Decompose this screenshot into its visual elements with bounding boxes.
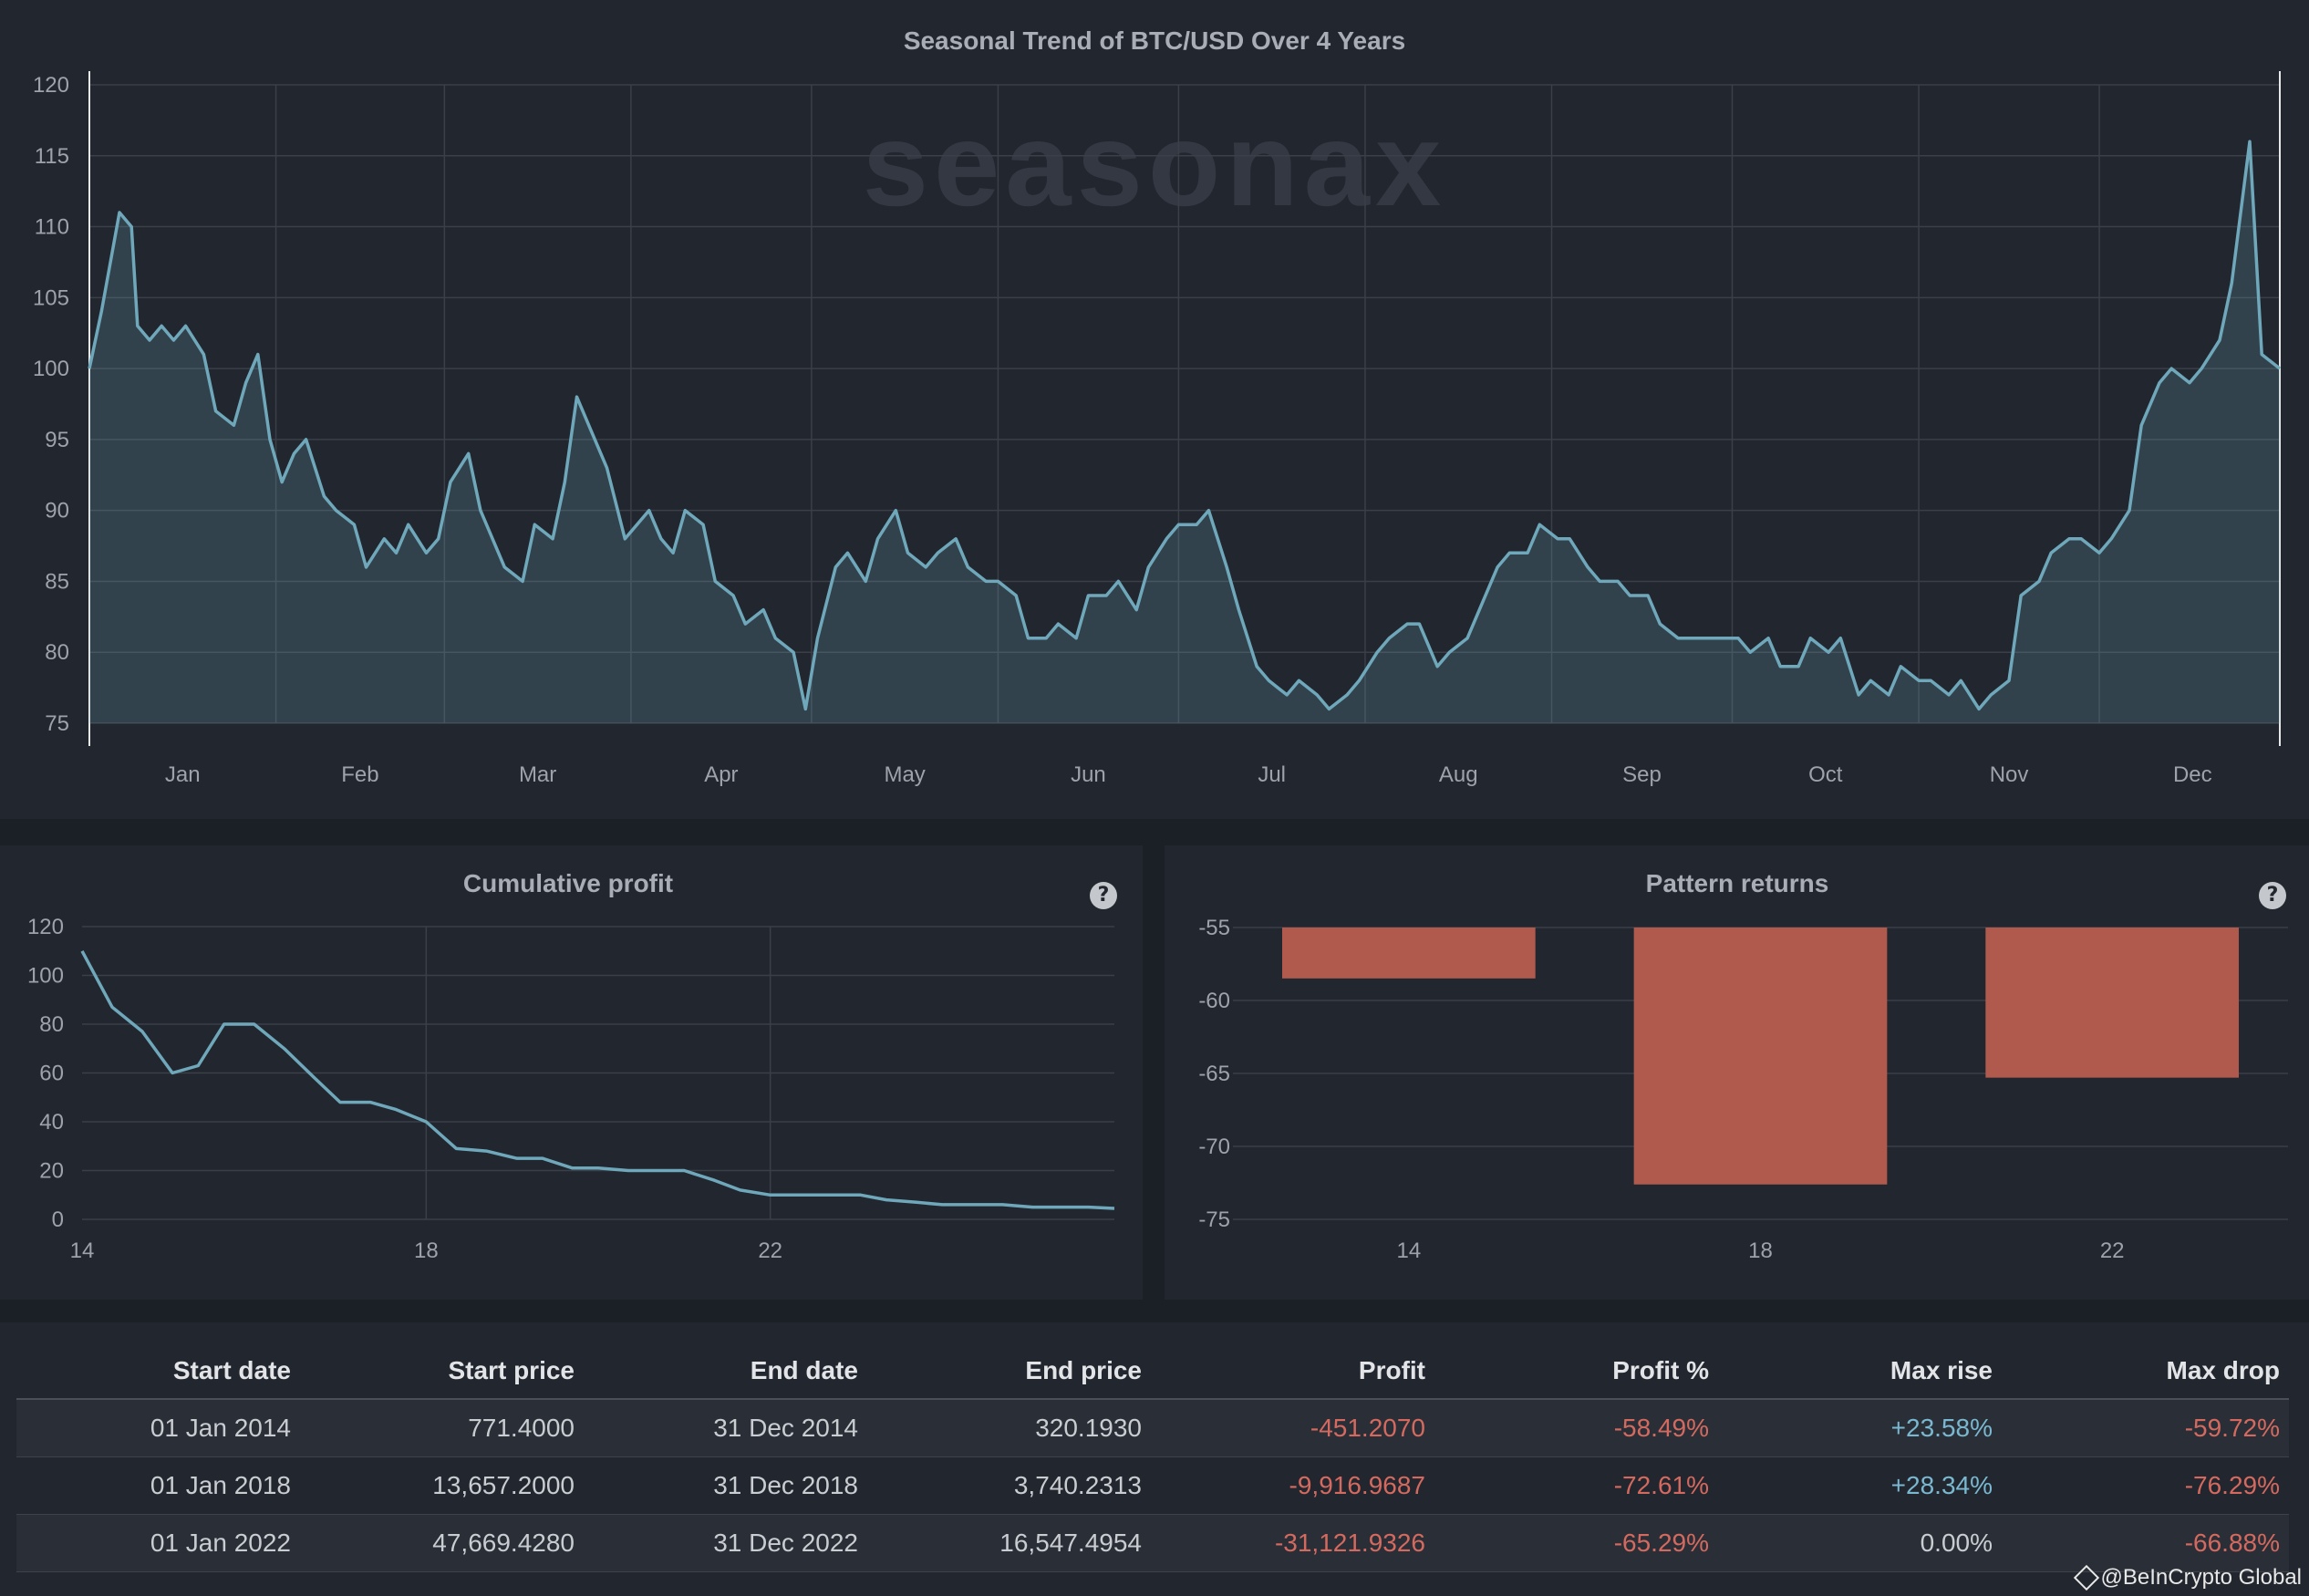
x-tick-label: Aug [1439,762,1478,787]
col-max-rise[interactable]: Max rise [1718,1342,2002,1400]
y-tick-label: 80 [45,640,69,665]
x-tick-label: Jul [1258,762,1286,787]
return-bar [1281,928,1536,979]
x-tick-label: Mar [519,762,556,787]
table-row: 01 Jan 2014 771.4000 31 Dec 2014 320.193… [16,1399,2289,1457]
x-tick-label: Nov [1990,762,2029,787]
cell-start-date: 01 Jan 2018 [16,1456,300,1515]
y-tick-label: 20 [39,1159,64,1184]
y-tick-label: 100 [33,357,69,381]
y-tick-label: 0 [52,1207,64,1232]
credit-watermark: @BeInCrypto Global [2073,1564,2302,1591]
chart-title: Cumulative profit [463,869,673,897]
profit-line [80,949,1115,1210]
x-tick-label: Apr [704,762,738,787]
chart-title: Pattern returns [1646,869,1829,897]
cell-max-drop: -59.72% [2002,1399,2289,1457]
area-fill [89,141,2280,723]
cell-max-rise: 0.00% [1718,1514,2002,1572]
y-tick-label: 40 [39,1110,64,1135]
cell-start-date: 01 Jan 2014 [16,1399,300,1457]
x-tick-label: Jan [165,762,201,787]
y-tick-label: 95 [45,428,69,452]
cell-max-rise: +28.34% [1718,1456,2002,1515]
x-tick-label: 22 [2100,1238,2125,1263]
cell-end-price: 320.1930 [867,1399,1151,1457]
cell-end-date: 31 Dec 2022 [584,1514,867,1572]
cell-max-drop: -76.29% [2002,1456,2289,1515]
y-tick-label: 120 [33,73,69,98]
x-tick-label: Jun [1071,762,1106,787]
help-icon[interactable]: ? [2259,882,2286,909]
y-tick-label: -55 [1198,916,1230,940]
y-tick-label: -60 [1198,989,1230,1013]
cell-profit: -9,916.9687 [1151,1456,1434,1515]
y-tick-label: -70 [1198,1135,1230,1159]
x-tick-label: Sep [1622,762,1662,787]
results-table: Start date Start price End date End pric… [16,1342,2289,1572]
cumulative-profit-panel: Cumulative profit 0 20 40 60 80 100 120 14 18 22 ? [0,845,1143,1300]
cell-profit-pct: -65.29% [1434,1514,1718,1572]
cell-end-date: 31 Dec 2014 [584,1399,867,1457]
y-tick-label: 115 [35,144,69,169]
col-start-price[interactable]: Start price [300,1342,584,1400]
x-tick-label: 22 [758,1238,782,1263]
help-icon[interactable]: ? [1090,882,1117,909]
cumulative-profit-chart: Cumulative profit 0 20 40 60 80 100 120 14 18 22 [27,869,1115,1263]
table-header-row: Start date Start price End date End pric… [16,1342,2289,1400]
seasonal-trend-chart: Seasonal Trend of BTC/USD Over 4 Years se… [33,26,2282,787]
col-end-date[interactable]: End date [584,1342,867,1400]
seasonal-trend-panel: Seasonal Trend of BTC/USD Over 4 Years se… [32,26,2282,787]
table-row: 01 Jan 2018 13,657.2000 31 Dec 2018 3,74… [16,1456,2289,1515]
x-tick-label: 14 [70,1238,95,1263]
col-start-date[interactable]: Start date [16,1342,300,1400]
cell-end-price: 16,547.4954 [867,1514,1151,1572]
cell-start-price: 13,657.2000 [300,1456,584,1515]
y-tick-label: 75 [45,711,69,736]
cell-profit-pct: -58.49% [1434,1399,1718,1457]
cell-end-price: 3,740.2313 [867,1456,1151,1515]
chart-title: Seasonal Trend of BTC/USD Over 4 Years [904,26,1405,55]
y-tick-label: 105 [33,285,69,310]
cell-profit: -451.2070 [1151,1399,1434,1457]
cell-start-price: 47,669.4280 [300,1514,584,1572]
col-max-drop[interactable]: Max drop [2002,1342,2289,1400]
x-tick-label: 14 [1396,1238,1421,1263]
credit-text: @BeInCrypto Global [2100,1565,2302,1590]
cell-profit-pct: -72.61% [1434,1456,1718,1515]
y-tick-label: 90 [45,499,69,523]
x-tick-label: 18 [414,1238,439,1263]
cell-end-date: 31 Dec 2018 [584,1456,867,1515]
table-row: 01 Jan 2022 47,669.4280 31 Dec 2022 16,5… [16,1514,2289,1572]
x-tick-label: May [884,762,925,787]
col-profit-pct[interactable]: Profit % [1434,1342,1718,1400]
trend-line [88,140,2282,711]
y-tick-label: 60 [39,1062,64,1086]
cell-profit: -31,121.9326 [1151,1514,1434,1572]
results-table-panel: Start date Start price End date End pric… [0,1322,2309,1596]
y-tick-label: 120 [27,915,64,939]
col-profit[interactable]: Profit [1151,1342,1434,1400]
cell-start-date: 01 Jan 2022 [16,1514,300,1572]
y-tick-label: 110 [35,215,69,240]
y-tick-label: 80 [39,1012,64,1037]
pattern-returns-panel: Pattern returns -55 -60 -65 -70 -75 14 18 22 ? [1165,845,2309,1300]
beincrypto-logo-icon [2073,1564,2099,1591]
cell-max-rise: +23.58% [1718,1399,2002,1457]
y-tick-label: 100 [27,964,64,989]
x-tick-label: Oct [1808,762,1843,787]
pattern-returns-chart: Pattern returns -55 -60 -65 -70 -75 14 18 22 [1198,869,2288,1263]
seasonax-watermark: seasonax [863,98,1447,231]
cell-start-price: 771.4000 [300,1399,584,1457]
cell-max-drop: -66.88% [2002,1514,2289,1572]
x-tick-label: 18 [1748,1238,1773,1263]
y-tick-label: -65 [1198,1062,1230,1086]
return-bar [1633,928,1888,1185]
return-bar [1985,928,2240,1078]
y-tick-label: 85 [45,569,69,594]
x-tick-label: Feb [341,762,378,787]
x-tick-label: Dec [2173,762,2212,787]
col-end-price[interactable]: End price [867,1342,1151,1400]
y-tick-label: -75 [1198,1207,1230,1232]
